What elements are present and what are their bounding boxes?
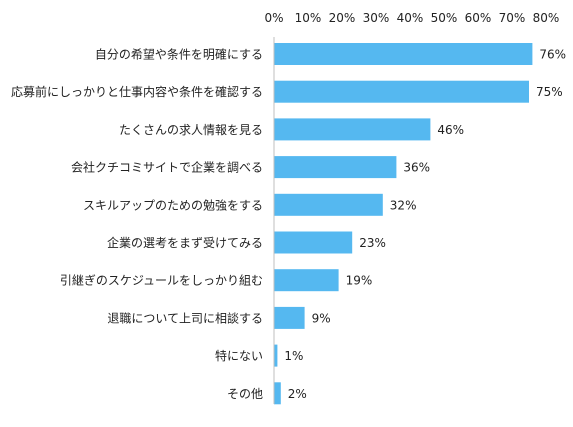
category-labels: 自分の希望や条件を明確にする応募前にしっかりと仕事内容や条件を確認するたくさんの… (11, 47, 263, 401)
value-label: 2% (288, 387, 307, 401)
value-label: 36% (403, 161, 430, 175)
category-label: スキルアップのための勉強をする (83, 198, 263, 212)
value-labels: 76% 75% 46% 36% 32% 23% 19% 9% 1% 2% (284, 48, 566, 401)
bar (274, 43, 533, 65)
value-label: 1% (284, 349, 303, 363)
category-label: 退職について上司に相談する (107, 310, 263, 325)
bar (274, 382, 281, 405)
bar (274, 344, 278, 367)
x-tick-label: 10% (295, 11, 322, 25)
category-label: 企業の選考をまず受けてみる (107, 235, 263, 250)
x-tick-label: 0% (264, 11, 283, 25)
category-label: 自分の希望や条件を明確にする (95, 47, 263, 62)
value-label: 76% (539, 48, 566, 62)
value-label: 19% (346, 274, 373, 288)
bar (274, 231, 353, 254)
bar (274, 80, 529, 103)
value-label: 32% (390, 198, 417, 212)
category-label: 引継ぎのスケジュールをしっかり組む (60, 273, 263, 288)
x-tick-label: 20% (329, 11, 356, 25)
x-axis-ticks: 0% 10% 20% 30% 40% 50% 60% 70% 80% (264, 11, 559, 25)
bar (274, 118, 431, 141)
bar (274, 193, 383, 216)
bars (274, 43, 533, 405)
category-label: 会社クチコミサイトで企業を調べる (71, 160, 263, 175)
value-label: 46% (437, 123, 464, 137)
category-label: 特にない (215, 348, 263, 363)
category-label: その他 (227, 387, 263, 401)
value-label: 9% (312, 311, 331, 325)
category-label: たくさんの求人情報を見る (119, 123, 263, 137)
value-label: 23% (359, 236, 386, 250)
x-tick-label: 40% (397, 11, 424, 25)
x-tick-label: 70% (499, 11, 526, 25)
bar (274, 306, 305, 329)
value-label: 75% (536, 85, 563, 99)
x-tick-label: 30% (363, 11, 390, 25)
bar (274, 156, 397, 179)
x-tick-label: 80% (533, 11, 560, 25)
bar (274, 269, 339, 292)
x-tick-label: 50% (431, 11, 458, 25)
x-tick-label: 60% (465, 11, 492, 25)
category-label: 応募前にしっかりと仕事内容や条件を確認する (11, 84, 263, 99)
